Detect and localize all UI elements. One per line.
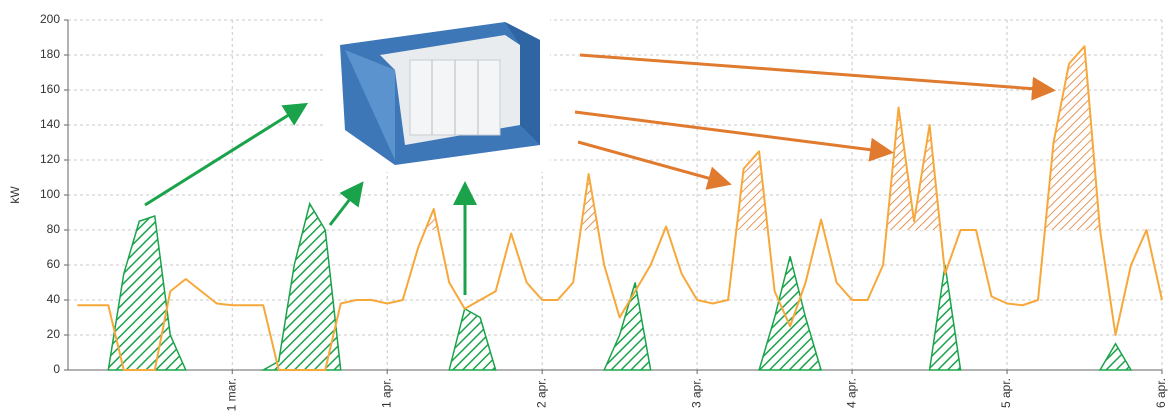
x-tick-label: 4 apr. <box>844 378 858 408</box>
shift-area <box>263 204 340 370</box>
x-tick-label: 5 apr. <box>999 378 1013 408</box>
shift-area <box>930 265 961 370</box>
y-tick-label: 0 <box>53 362 60 376</box>
x-tick-label: 6 apr. <box>1154 378 1168 408</box>
y-tick-label: 40 <box>47 292 61 306</box>
chart: kW 0 20 40 60 80 100 120 140 160 180 200 1 mar. 1 ap… <box>0 0 1170 420</box>
y-axis-label: kW <box>8 186 22 204</box>
y-tick-label: 100 <box>40 187 60 201</box>
battery-container-illustration <box>325 15 550 172</box>
y-tick-label: 120 <box>40 152 60 166</box>
y-tick-label: 140 <box>40 117 60 131</box>
load-line <box>77 46 1162 370</box>
plot-area: 0 20 40 60 80 100 120 140 160 180 200 1 mar. 1 apr. 2… <box>40 12 1168 411</box>
x-tick-label: 1 mar. <box>224 378 238 411</box>
x-tick-label: 1 apr. <box>379 378 393 408</box>
y-tick-label: 60 <box>47 257 61 271</box>
shift-area <box>604 283 650 371</box>
annotation-arrows <box>145 55 1050 295</box>
peak-hatch <box>77 46 1162 370</box>
x-tick-label: 2 apr. <box>534 378 548 408</box>
shift-area <box>1100 344 1131 370</box>
y-tick-label: 20 <box>47 327 61 341</box>
y-tick-label: 180 <box>40 47 60 61</box>
y-tick-label: 160 <box>40 82 60 96</box>
shift-area <box>759 256 821 370</box>
y-tick-label: 200 <box>40 12 60 26</box>
shift-area <box>108 216 185 370</box>
x-tick-label: 3 apr. <box>689 378 703 408</box>
shift-area <box>449 309 495 370</box>
y-tick-label: 80 <box>47 222 61 236</box>
